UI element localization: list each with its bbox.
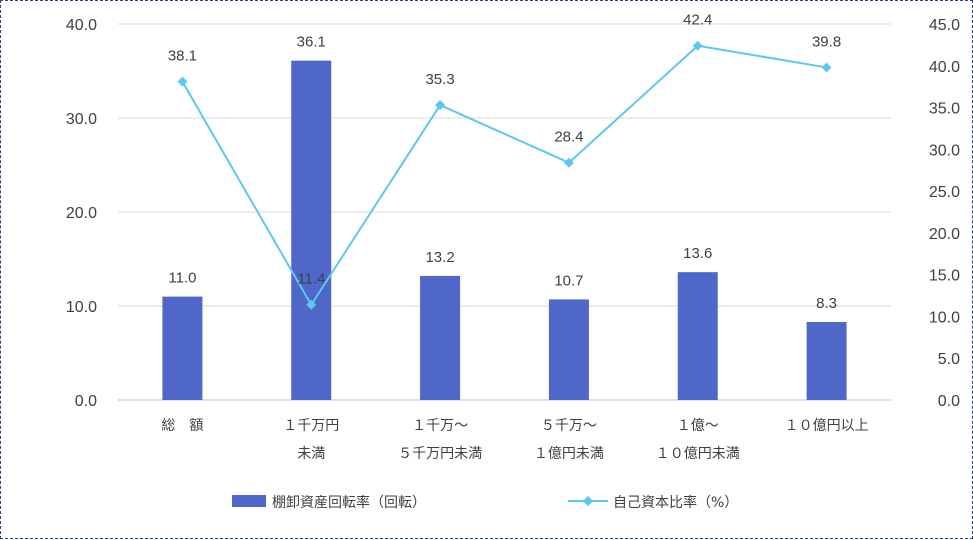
category-label: 未満: [297, 446, 325, 462]
legend-bar-swatch: [232, 495, 266, 507]
right-tick-label: 5.0: [938, 351, 960, 368]
left-tick-label: 20.0: [66, 205, 97, 222]
line-data-label: 38.1: [168, 48, 197, 65]
bar-data-label: 10.7: [554, 272, 583, 289]
right-tick-label: 30.0: [929, 142, 960, 159]
line-point: [692, 40, 703, 51]
bar: [806, 321, 847, 400]
right-tick-label: 10.0: [929, 309, 960, 326]
bar-series: [162, 60, 847, 400]
line-point: [435, 100, 446, 111]
right-tick-label: 20.0: [929, 226, 960, 243]
left-tick-label: 0.0: [75, 393, 97, 410]
left-tick-label: 30.0: [66, 111, 97, 128]
right-tick-label: 35.0: [929, 101, 960, 118]
category-label: ５千万～: [541, 418, 597, 434]
right-tick-label: 45.0: [929, 17, 960, 34]
legend: 棚卸資産回転率（回転） 自己資本比率（%）: [232, 494, 738, 511]
line-data-label: 11.4: [297, 271, 325, 288]
line-data-label: 35.3: [425, 71, 454, 88]
left-tick-label: 40.0: [66, 17, 97, 34]
left-axis-ticks: 0.0 10.0 20.0 30.0 40.0: [66, 17, 97, 410]
category-label: 総 額: [161, 418, 203, 434]
bar-data-label: 8.3: [816, 295, 837, 312]
legend-bar-label: 棚卸資産回転率（回転）: [272, 494, 426, 511]
line-point: [821, 62, 832, 73]
bar: [420, 275, 461, 400]
legend-line-marker: [583, 496, 593, 506]
left-tick-label: 10.0: [66, 299, 97, 316]
series-line: [181, 44, 827, 307]
bar-data-label: 13.6: [683, 245, 712, 262]
right-tick-label: 0.0: [938, 393, 960, 410]
bar-data-label: 13.2: [425, 249, 454, 266]
category-label: １千万円: [283, 418, 339, 434]
line-data-label: 42.4: [683, 12, 712, 29]
legend-line-label: 自己資本比率（%）: [613, 494, 738, 511]
line-data-label: 39.8: [812, 33, 841, 50]
line-series: [177, 40, 832, 310]
bar-data-labels: 11.0 36.1 13.2 10.7 13.6 8.3: [168, 34, 837, 312]
gridlines: [118, 23, 891, 401]
bar-data-label: 36.1: [297, 34, 326, 51]
right-axis-ticks: 0.0 5.0 10.0 15.0 20.0 25.0 30.0 35.0 40.0 45.0: [929, 17, 960, 410]
right-tick-label: 15.0: [929, 268, 960, 285]
bar: [677, 272, 718, 400]
line-point: [177, 76, 188, 87]
right-tick-label: 25.0: [929, 184, 960, 201]
line-data-labels: 38.1 11.4 35.3 28.4 42.4 39.8: [168, 12, 841, 288]
category-label: １０億円未満: [656, 446, 740, 462]
line-point: [563, 157, 574, 168]
bar: [548, 299, 589, 400]
line-point: [306, 299, 317, 310]
category-label: １千万～: [412, 418, 468, 434]
bar: [291, 60, 332, 400]
right-tick-label: 40.0: [929, 59, 960, 76]
category-label: １億～: [677, 418, 719, 434]
line-data-label: 28.4: [554, 129, 583, 146]
category-label: ５千万円未満: [398, 446, 482, 462]
bar-data-label: 11.0: [168, 270, 196, 287]
bar: [162, 296, 203, 400]
category-label: １億円未満: [534, 446, 604, 462]
category-label: １０億円以上: [785, 418, 869, 434]
